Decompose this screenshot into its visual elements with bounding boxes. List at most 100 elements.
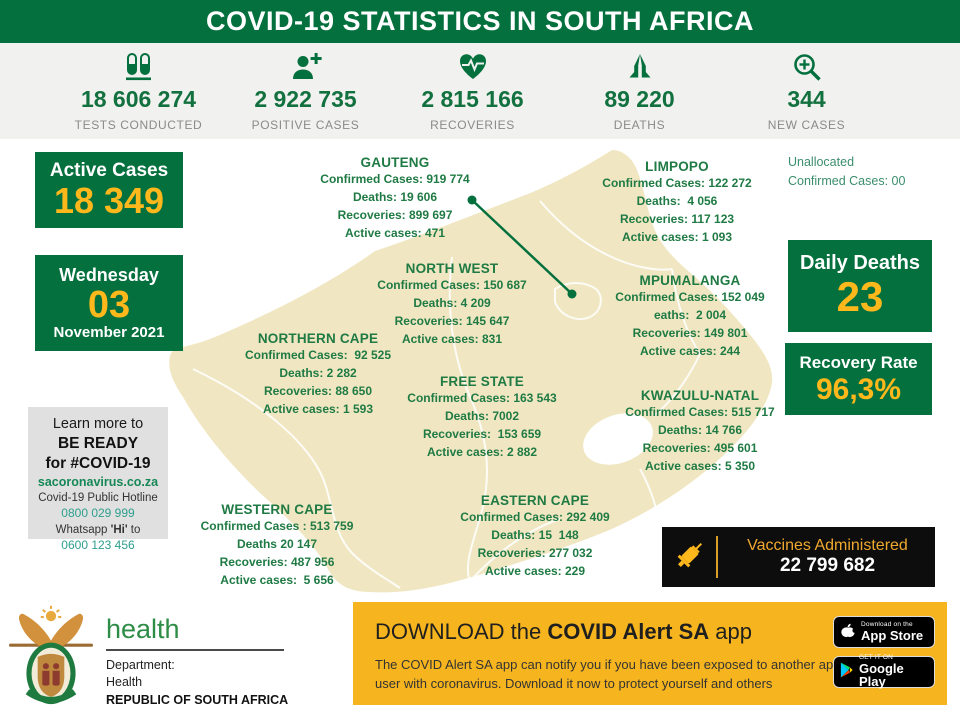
province-recoveries: Recoveries: 277 032: [477, 546, 593, 560]
province-confirmed: Confirmed Cases: 152 049: [615, 290, 765, 304]
whatsapp-pre: Whatsapp: [55, 523, 111, 536]
province-recoveries: Recoveries: 145 647: [394, 314, 510, 328]
google-play-icon: [840, 661, 854, 684]
province-name: FREE STATE: [439, 374, 524, 389]
province-north-west: NORTH WEST Confirmed Cases: 150 687 Deat…: [377, 261, 526, 348]
province-borders: [192, 200, 702, 589]
vaccines-administered-box: Vaccines Administered 22 799 682: [662, 527, 935, 587]
province-active: Active cases: 471: [344, 226, 446, 240]
dept-line2: Health: [106, 674, 143, 689]
learn-more-line2: BE READY: [57, 434, 139, 452]
date-day: 03: [87, 284, 131, 326]
stat-positive-cases: 2 922 735 POSITIVE CASES: [222, 51, 389, 139]
province-confirmed: Confirmed Cases: 919 774: [320, 172, 470, 186]
province-deaths: Deaths: 7002: [444, 409, 520, 423]
magnifier-plus-icon: [792, 51, 822, 83]
google-play-tagline: GET IT ON: [859, 653, 894, 661]
province-name: MPUMALANGA: [639, 273, 741, 288]
new-cases-label: NEW CASES: [767, 118, 846, 132]
active-cases-value: 18 349: [53, 180, 165, 222]
province-northern-cape: NORTHERN CAPE Confirmed Cases: 92 525 De…: [245, 331, 391, 418]
positive-cases-value: 2 922 735: [254, 86, 357, 112]
syringe-icon: [672, 537, 708, 578]
province-recoveries: Recoveries: 899 697: [337, 208, 453, 222]
province-name: GAUTENG: [360, 155, 430, 170]
google-play-badge[interactable]: GET IT ON Google Play: [833, 653, 935, 690]
hotline-number: 0800 029 999: [61, 506, 135, 521]
province-recoveries: Recoveries: 495 601: [642, 441, 758, 455]
province-confirmed: Confirmed Cases: 163 543: [407, 391, 557, 405]
positive-cases-label: POSITIVE CASES: [251, 118, 360, 132]
store-badges: Download on the App Store G: [833, 616, 935, 690]
whatsapp-hi: 'Hi': [110, 523, 128, 536]
daily-deaths-box: Daily Deaths 23: [788, 240, 932, 332]
active-cases-label: Active Cases: [49, 160, 169, 182]
date-box: Wednesday 03 November 2021: [35, 255, 183, 351]
banner-title: DOWNLOAD the COVID Alert SA app: [375, 619, 752, 645]
province-confirmed: Confirmed Cases : 513 759: [200, 519, 354, 533]
national-stats-strip: 18 606 274 TESTS CONDUCTED 2 922 735 POS…: [0, 43, 960, 139]
tests-conducted-label: TESTS CONDUCTED: [74, 118, 203, 132]
deaths-label: DEATHS: [613, 118, 666, 132]
province-deaths: Deaths: 14 766: [657, 423, 743, 437]
app-store-badge[interactable]: Download on the App Store: [833, 616, 935, 648]
stat-deaths: 89 220 DEATHS: [556, 51, 723, 139]
health-brand: health: [106, 614, 180, 644]
province-name: LIMPOPO: [645, 159, 709, 174]
test-tubes-icon: [124, 51, 154, 83]
app-store-tagline: Download on the: [861, 620, 913, 628]
divider: [716, 536, 718, 578]
province-confirmed: Confirmed Cases: 122 272: [602, 176, 752, 190]
banner-description: The COVID Alert SA app can notify you if…: [375, 657, 841, 691]
province-deaths: Deaths: 4 209: [413, 296, 491, 310]
province-deaths: Deaths: 15 148: [491, 528, 579, 542]
gauteng-leader-line: [467, 195, 577, 299]
province-free-state: FREE STATE Confirmed Cases: 163 543 Deat…: [407, 374, 556, 461]
province-deaths: Deaths: 19 606: [352, 190, 438, 204]
header-bar: COVID-19 STATISTICS IN SOUTH AFRICA: [0, 0, 960, 43]
province-active: Active cases: 1 093: [621, 230, 733, 244]
stat-tests-conducted: 18 606 274 TESTS CONDUCTED: [55, 51, 222, 139]
recoveries-label: RECOVERIES: [430, 118, 515, 132]
province-name: WESTERN CAPE: [221, 502, 333, 517]
download-app-banner: DOWNLOAD the COVID Alert SA app The COVI…: [353, 602, 947, 705]
province-kwazulu-natal: KWAZULU-NATAL Confirmed Cases: 515 717 D…: [625, 388, 774, 475]
recovery-rate-label: Recovery Rate: [799, 352, 918, 372]
province-confirmed: Confirmed Cases: 515 717: [625, 405, 775, 419]
whatsapp-label: Whatsapp 'Hi' to: [28, 523, 168, 538]
unallocated-line1: Unallocated: [788, 155, 855, 169]
praying-hands-icon: [625, 51, 655, 83]
department-block: health Department: Health REPUBLIC OF SO…: [106, 614, 291, 709]
vaccines-value: 22 799 682: [779, 555, 876, 576]
province-name: NORTH WEST: [405, 261, 499, 276]
recovery-rate-value: 96,3%: [815, 372, 902, 406]
stat-recoveries: 2 815 166 RECOVERIES: [389, 51, 556, 139]
province-active: Active cases: 5 656: [220, 573, 334, 587]
province-western-cape: WESTERN CAPE Confirmed Cases : 513 759 D…: [201, 502, 354, 589]
website-link[interactable]: sacoronavirus.co.za: [37, 475, 159, 490]
active-cases-box: Active Cases 18 349: [35, 152, 183, 228]
divider: [106, 649, 284, 651]
recovery-rate-box: Recovery Rate 96,3%: [785, 343, 932, 415]
google-play-name: Google Play: [859, 660, 904, 690]
province-active: Active cases: 1 593: [262, 402, 374, 416]
date-weekday: Wednesday: [59, 265, 159, 285]
recoveries-value: 2 815 166: [421, 86, 524, 112]
province-recoveries: Recoveries: 88 650: [263, 384, 373, 398]
app-store-name: App Store: [861, 627, 924, 643]
province-confirmed: Confirmed Cases: 92 525: [244, 348, 392, 362]
unallocated-line2: Confirmed Cases: 00: [788, 174, 906, 189]
province-active: Active cases: 244: [639, 344, 741, 358]
daily-deaths-label: Daily Deaths: [799, 252, 921, 275]
learn-more-line3: for #COVID-19: [45, 454, 151, 472]
vaccines-label: Vaccines Administered: [747, 537, 908, 554]
banner-title-post: app: [709, 619, 752, 644]
province-mpumalanga: MPUMALANGA Confirmed Cases: 152 049 eath…: [615, 273, 764, 360]
lesotho-enclave: [583, 413, 653, 465]
south-africa-map: [169, 150, 773, 593]
province-active: Active cases: 831: [401, 332, 503, 346]
province-active: Active cases: 5 350: [644, 459, 756, 473]
province-recoveries: Recoveries: 153 659: [422, 427, 542, 441]
heart-pulse-icon: [458, 51, 488, 83]
